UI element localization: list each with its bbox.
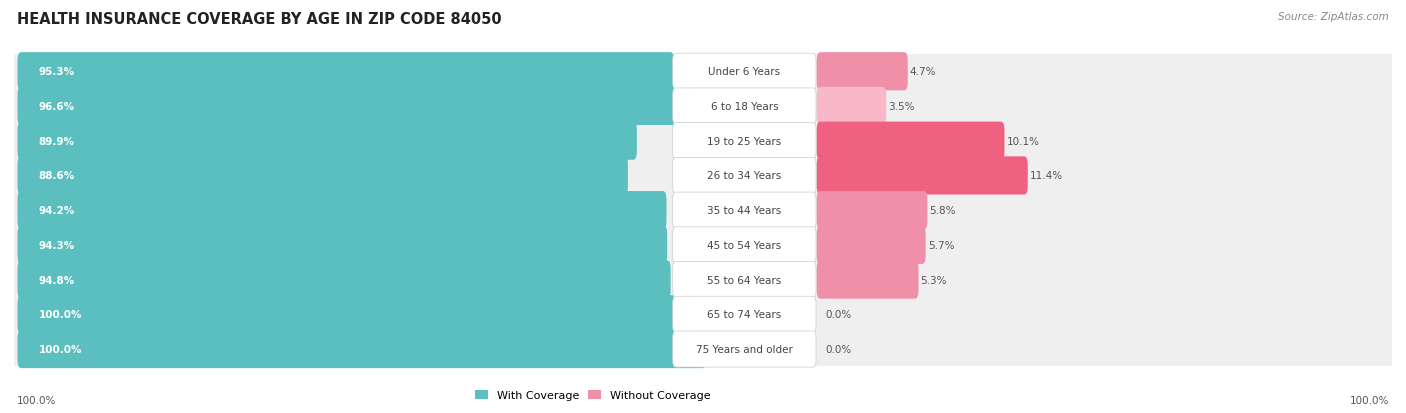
- Bar: [14, 332, 1392, 366]
- FancyBboxPatch shape: [672, 123, 815, 159]
- FancyBboxPatch shape: [672, 158, 815, 194]
- FancyBboxPatch shape: [672, 331, 815, 367]
- Text: 6 to 18 Years: 6 to 18 Years: [710, 102, 778, 112]
- Legend: With Coverage, Without Coverage: With Coverage, Without Coverage: [470, 386, 716, 405]
- Bar: [14, 263, 1392, 297]
- FancyBboxPatch shape: [672, 262, 815, 298]
- Text: 75 Years and older: 75 Years and older: [696, 344, 793, 354]
- Text: Source: ZipAtlas.com: Source: ZipAtlas.com: [1278, 12, 1389, 22]
- Text: 89.9%: 89.9%: [39, 136, 75, 146]
- Text: 0.0%: 0.0%: [825, 310, 852, 320]
- Bar: [14, 193, 1392, 228]
- FancyBboxPatch shape: [17, 122, 637, 160]
- Text: 5.8%: 5.8%: [929, 206, 956, 216]
- FancyBboxPatch shape: [672, 227, 815, 263]
- Text: 0.0%: 0.0%: [825, 344, 852, 354]
- FancyBboxPatch shape: [17, 330, 706, 368]
- FancyBboxPatch shape: [17, 53, 673, 91]
- Bar: [14, 297, 1392, 332]
- Text: 11.4%: 11.4%: [1029, 171, 1063, 181]
- Text: 100.0%: 100.0%: [39, 344, 83, 354]
- Text: HEALTH INSURANCE COVERAGE BY AGE IN ZIP CODE 84050: HEALTH INSURANCE COVERAGE BY AGE IN ZIP …: [17, 12, 502, 27]
- Text: 3.5%: 3.5%: [889, 102, 915, 112]
- Text: 5.7%: 5.7%: [928, 240, 955, 250]
- Text: 4.7%: 4.7%: [910, 67, 936, 77]
- Bar: [14, 159, 1392, 193]
- Text: 94.3%: 94.3%: [39, 240, 75, 250]
- FancyBboxPatch shape: [17, 192, 666, 230]
- FancyBboxPatch shape: [817, 88, 886, 126]
- FancyBboxPatch shape: [817, 261, 918, 299]
- FancyBboxPatch shape: [17, 88, 683, 126]
- FancyBboxPatch shape: [17, 157, 628, 195]
- FancyBboxPatch shape: [672, 54, 815, 90]
- FancyBboxPatch shape: [817, 53, 908, 91]
- FancyBboxPatch shape: [817, 192, 928, 230]
- Text: 10.1%: 10.1%: [1007, 136, 1039, 146]
- Bar: [14, 124, 1392, 159]
- FancyBboxPatch shape: [817, 226, 925, 264]
- Text: 88.6%: 88.6%: [39, 171, 75, 181]
- Bar: [14, 89, 1392, 124]
- FancyBboxPatch shape: [817, 157, 1028, 195]
- Text: 95.3%: 95.3%: [39, 67, 75, 77]
- Text: 19 to 25 Years: 19 to 25 Years: [707, 136, 782, 146]
- FancyBboxPatch shape: [672, 192, 815, 229]
- Text: 94.8%: 94.8%: [39, 275, 75, 285]
- Text: 94.2%: 94.2%: [39, 206, 75, 216]
- Text: 96.6%: 96.6%: [39, 102, 75, 112]
- Text: 5.3%: 5.3%: [921, 275, 948, 285]
- Text: 26 to 34 Years: 26 to 34 Years: [707, 171, 782, 181]
- Text: 100.0%: 100.0%: [17, 395, 56, 405]
- Text: 100.0%: 100.0%: [39, 310, 83, 320]
- Text: 55 to 64 Years: 55 to 64 Years: [707, 275, 782, 285]
- Bar: [14, 55, 1392, 89]
- FancyBboxPatch shape: [817, 122, 1004, 160]
- Text: 65 to 74 Years: 65 to 74 Years: [707, 310, 782, 320]
- Text: 100.0%: 100.0%: [1350, 395, 1389, 405]
- FancyBboxPatch shape: [672, 297, 815, 332]
- FancyBboxPatch shape: [17, 261, 671, 299]
- FancyBboxPatch shape: [17, 295, 706, 334]
- FancyBboxPatch shape: [17, 226, 668, 264]
- Text: Under 6 Years: Under 6 Years: [709, 67, 780, 77]
- Text: 35 to 44 Years: 35 to 44 Years: [707, 206, 782, 216]
- FancyBboxPatch shape: [672, 89, 815, 125]
- Text: 45 to 54 Years: 45 to 54 Years: [707, 240, 782, 250]
- Bar: [14, 228, 1392, 263]
